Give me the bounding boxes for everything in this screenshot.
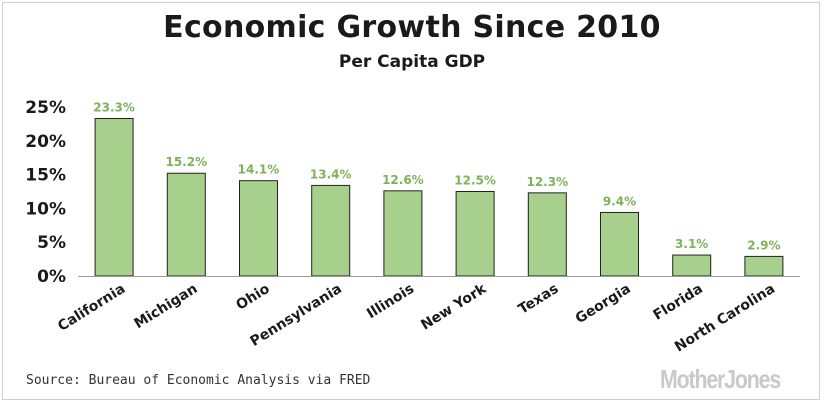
y-tick-label: 10% — [25, 199, 66, 219]
source-note: Source: Bureau of Economic Analysis via … — [26, 373, 371, 388]
bar — [672, 254, 712, 277]
bar — [527, 192, 567, 277]
data-label: 15.2% — [165, 155, 207, 169]
y-tick-label: 25% — [25, 98, 66, 118]
data-label: 12.5% — [454, 174, 496, 188]
y-tick-label: 15% — [25, 166, 66, 186]
x-tick-label: California — [55, 281, 128, 335]
bar — [94, 117, 134, 277]
data-label: 13.4% — [310, 167, 352, 181]
bars — [94, 117, 784, 277]
bar — [455, 191, 495, 277]
x-tick-label: Ohio — [233, 281, 273, 314]
bar — [383, 190, 423, 277]
bar — [600, 211, 639, 277]
data-label: 14.1% — [238, 163, 280, 177]
data-label: 12.6% — [382, 173, 424, 187]
x-tick-label: Illinois — [364, 281, 417, 322]
data-label: 23.3% — [93, 100, 135, 114]
chart-subtitle: Per Capita GDP — [338, 52, 486, 72]
bar — [166, 172, 206, 277]
data-label: 9.4% — [603, 194, 636, 208]
data-labels: 23.3% 15.2% 14.1% 13.4% 12.6% 12.5% 12.3% 9.4% 3… — [93, 100, 780, 252]
x-tick-label: Florida — [651, 281, 706, 324]
y-tick-label: 5% — [37, 233, 66, 253]
brand-logo: MotherJones — [660, 364, 781, 394]
x-tick-label: Georgia — [573, 281, 634, 327]
y-tick-label: 0% — [37, 267, 66, 287]
chart-frame — [2, 2, 820, 400]
chart-title: Economic Growth Since 2010 — [163, 10, 661, 45]
bar — [311, 184, 351, 277]
bar — [744, 255, 784, 277]
data-label: 12.3% — [526, 175, 568, 189]
data-label: 3.1% — [675, 237, 708, 251]
data-label: 2.9% — [747, 238, 780, 252]
x-tick-label: Michigan — [132, 281, 201, 332]
y-axis-ticks: 0% 5% 10% 15% 20% 25% — [25, 98, 66, 287]
x-tick-label: New York — [418, 280, 490, 333]
y-tick-label: 20% — [25, 132, 66, 152]
bar — [239, 180, 278, 277]
x-tick-label: Texas — [516, 281, 562, 318]
